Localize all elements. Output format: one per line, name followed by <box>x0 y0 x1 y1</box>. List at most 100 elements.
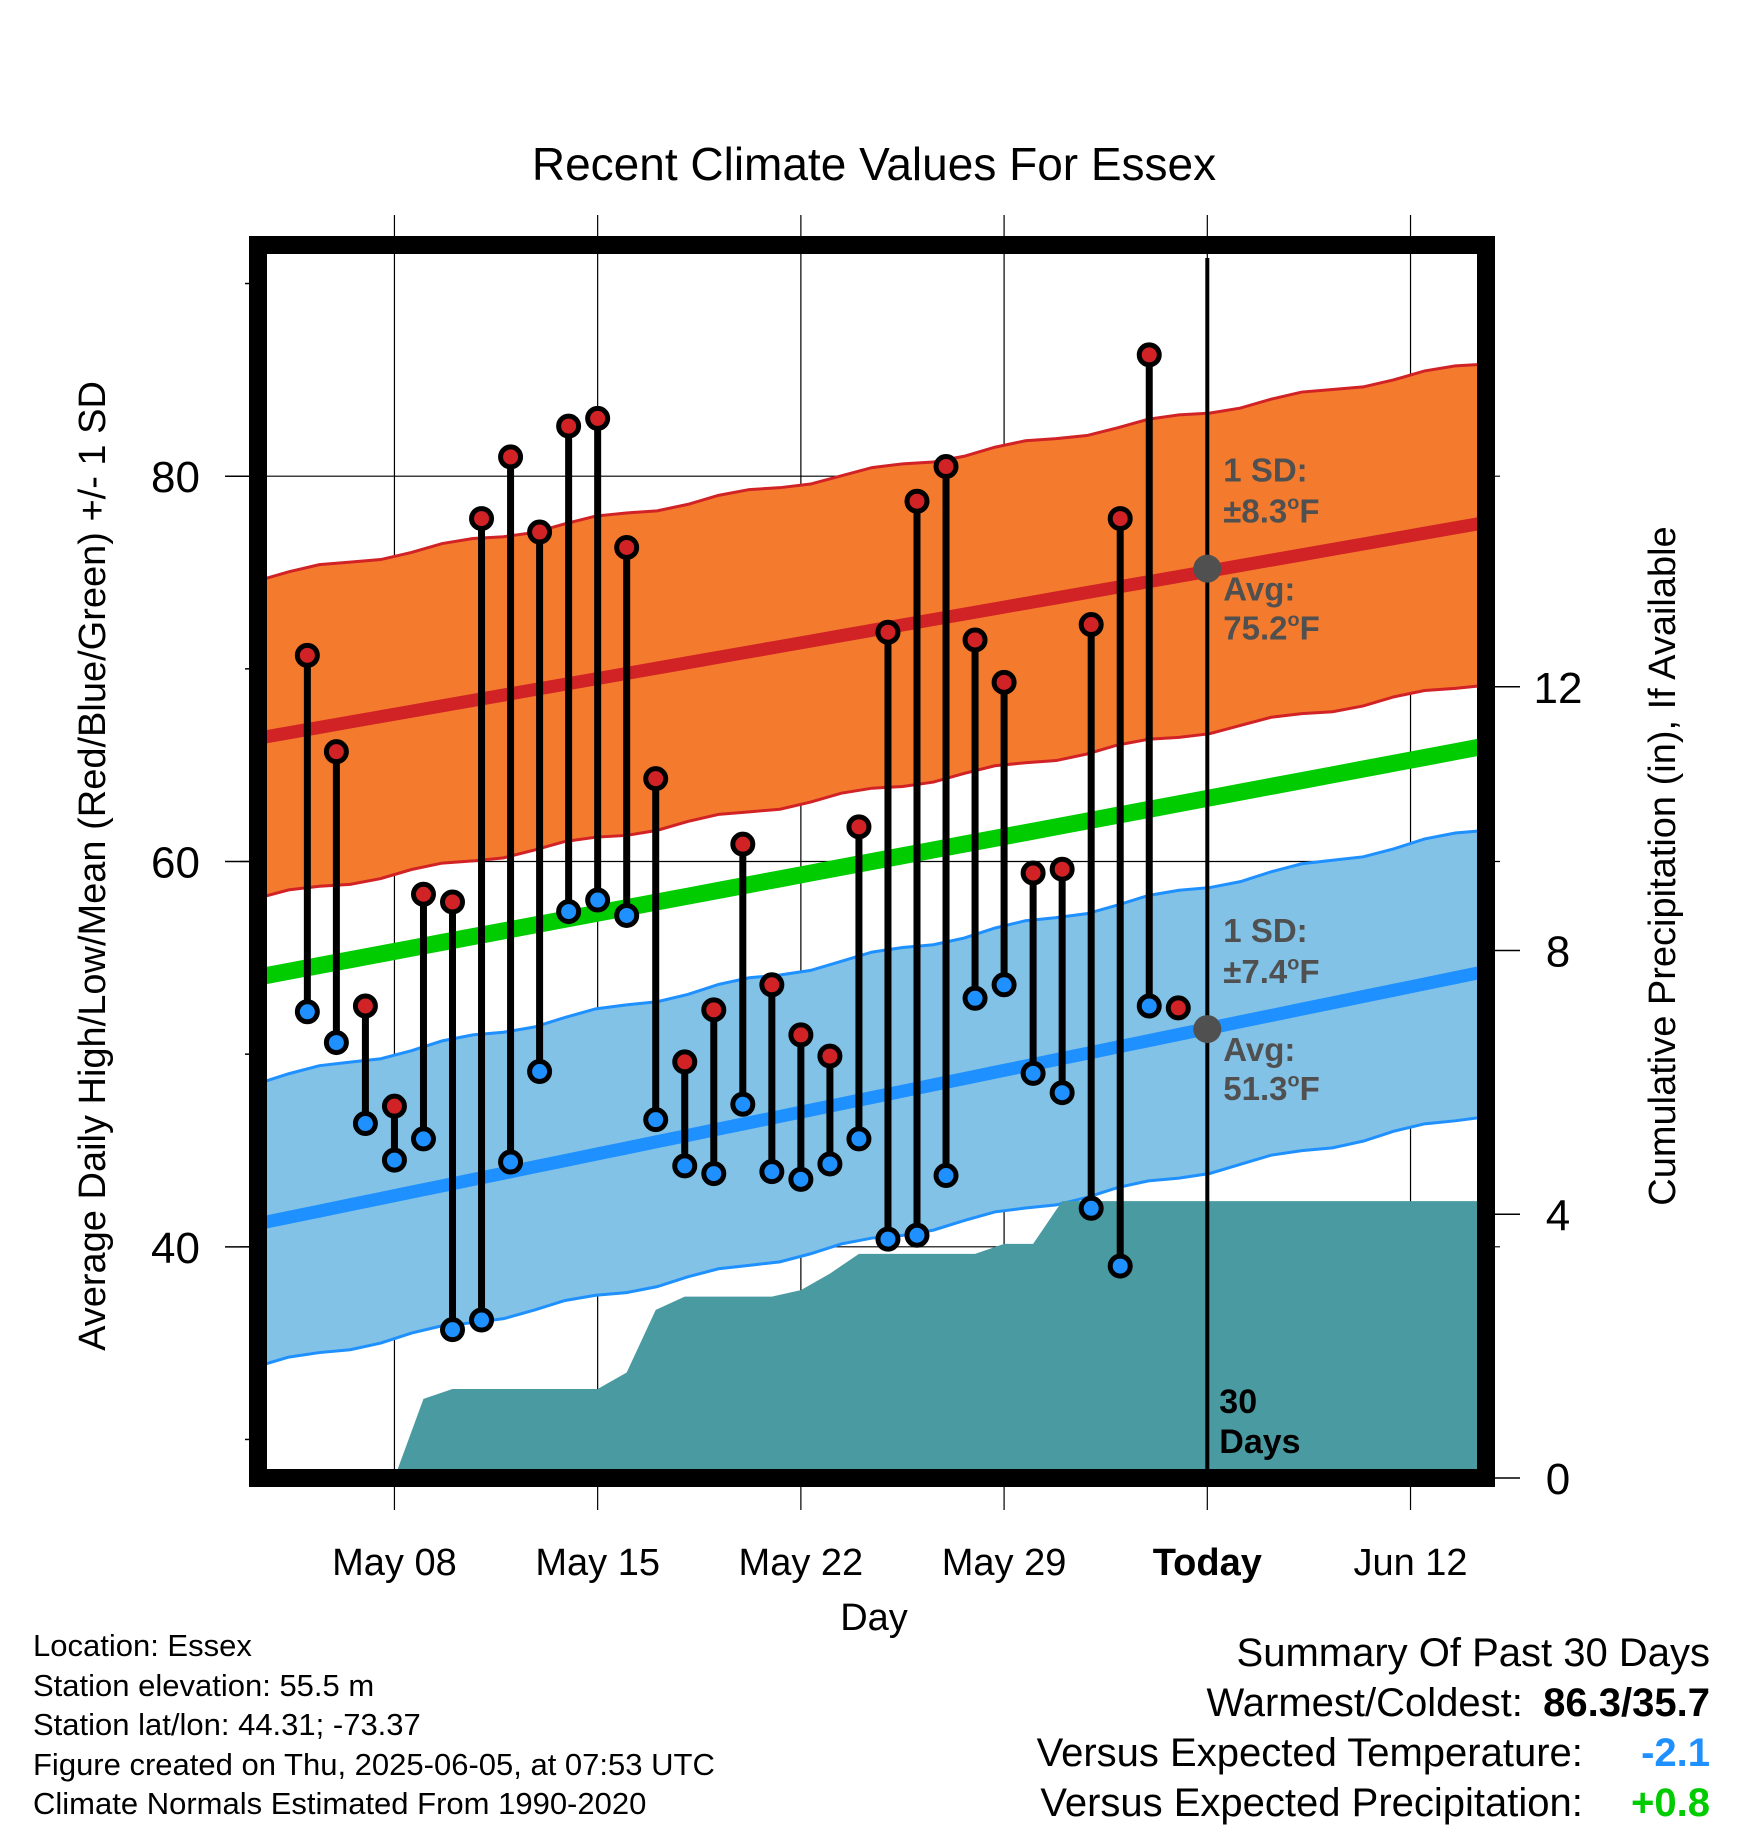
daily-low-dot <box>527 1058 553 1084</box>
daily-low-dot <box>323 1030 349 1056</box>
warm-cold-label: Warmest/Coldest: <box>1206 1681 1523 1725</box>
daily-high-dot <box>585 405 611 431</box>
daily-high-dot <box>556 413 582 439</box>
daily-low-dot <box>701 1161 727 1187</box>
daily-high-dot <box>817 1043 843 1069</box>
summary-warm-cold: Warmest/Coldest: 86.3/35.7 <box>1037 1678 1711 1728</box>
info-created: Figure created on Thu, 2025-06-05, at 07… <box>33 1746 715 1782</box>
warm-cold-value: 86.3/35.7 <box>1543 1681 1710 1725</box>
daily-high-dot <box>846 814 872 840</box>
daily-low-dot <box>1136 993 1162 1019</box>
daily-high-dot <box>1078 612 1104 638</box>
x-tick-label: Today <box>1153 1542 1262 1584</box>
precip-anomaly-value: +0.8 <box>1631 1781 1710 1825</box>
daily-low-dot <box>469 1307 495 1333</box>
high-sd-value: ±8.3oF <box>1223 492 1319 530</box>
daily-low-dot <box>352 1111 378 1137</box>
low-sd-upper <box>257 828 1487 1085</box>
info-elevation: Station elevation: 55.5 m <box>33 1667 375 1703</box>
today-window-count: 30 <box>1219 1383 1257 1421</box>
high-sd-lower <box>257 683 1487 900</box>
daily-high-dot <box>469 506 495 532</box>
daily-low-dot <box>1107 1253 1133 1279</box>
daily-low-dot <box>962 985 988 1011</box>
daily-low-dot <box>759 1159 785 1185</box>
avg-low-line <box>256 964 1488 1231</box>
daily-high-dot <box>381 1093 407 1119</box>
daily-high-dot <box>672 1049 698 1075</box>
today-avg-low-dot <box>1193 1015 1222 1044</box>
low-sd-value: ±7.4oF <box>1223 952 1319 990</box>
x-tick-label: Jun 12 <box>1353 1542 1467 1584</box>
low-avg-label: Avg: <box>1223 1031 1295 1068</box>
high-sd-upper <box>257 362 1487 583</box>
today-window-unit: Days <box>1219 1423 1300 1461</box>
daily-high-dot <box>730 831 756 857</box>
daily-low-dot <box>381 1147 407 1173</box>
daily-low-dot <box>788 1166 814 1192</box>
precip-area <box>258 1201 1486 1478</box>
info-normals: Climate Normals Estimated From 1990-2020 <box>33 1786 647 1821</box>
daily-low-dot <box>1078 1195 1104 1221</box>
info-latlon: Station lat/lon: 44.31; -73.37 <box>33 1707 421 1742</box>
daily-low-dot <box>556 899 582 925</box>
daily-low-dot <box>498 1149 524 1175</box>
daily-high-dot <box>788 1022 814 1048</box>
daily-low-dot <box>875 1226 901 1252</box>
low-avg-value: 51.3oF <box>1223 1069 1320 1107</box>
temp-anomaly-label: Versus Expected Temperature: <box>1036 1731 1583 1775</box>
daily-high-dot <box>1049 856 1075 882</box>
info-location: Location: Essex <box>33 1628 252 1663</box>
daily-low-dot <box>817 1151 843 1177</box>
y-axis-label-left: Average Daily High/Low/Mean (Red/Blue/Gr… <box>72 381 114 1351</box>
y-tick-label-right: 8 <box>1546 928 1570 977</box>
chart-title: Recent Climate Values For Essex <box>532 138 1216 190</box>
y-tick-label-right: 12 <box>1534 664 1583 713</box>
daily-low-dot <box>585 887 611 913</box>
daily-high-dot <box>440 889 466 915</box>
daily-high-dot <box>759 972 785 998</box>
y-tick-label-left: 40 <box>151 1224 200 1273</box>
y-axis-label-right: Cumulative Precipitation (in), If Availa… <box>1642 526 1684 1205</box>
daily-low-dot <box>991 972 1017 998</box>
daily-high-dot <box>991 669 1017 695</box>
daily-low-dot <box>933 1163 959 1189</box>
avg-high-line <box>256 516 1488 745</box>
low-sd-label: 1 SD: <box>1223 912 1307 949</box>
avg-mean-line <box>256 737 1488 986</box>
y-tick-label-left: 60 <box>151 839 200 888</box>
daily-low-dot <box>904 1222 930 1248</box>
precip-anomaly-label: Versus Expected Precipitation: <box>1040 1781 1583 1825</box>
summary-temp: Versus Expected Temperature: -2.1 <box>1037 1728 1710 1778</box>
daily-high-dot <box>410 881 436 907</box>
summary-panel: Summary Of Past 30 Days Warmest/Coldest:… <box>1037 1628 1710 1828</box>
daily-low-dot <box>410 1126 436 1152</box>
daily-high-dot <box>1107 506 1133 532</box>
daily-high-dot <box>1136 342 1162 368</box>
daily-low-dot <box>672 1153 698 1179</box>
daily-low-dot <box>1020 1060 1046 1086</box>
y-tick-label-right: 4 <box>1546 1191 1570 1240</box>
y-tick-label-right: 0 <box>1546 1455 1570 1504</box>
daily-high-dot <box>614 534 640 560</box>
daily-high-dot <box>1020 860 1046 886</box>
daily-low-dot <box>730 1091 756 1117</box>
daily-low-dot <box>846 1126 872 1152</box>
station-info: Location: Essex Station elevation: 55.5 … <box>33 1626 715 1824</box>
high-sd-label: 1 SD: <box>1223 452 1307 489</box>
daily-high-dot <box>527 519 553 545</box>
summary-precip: Versus Expected Precipitation: +0.8 <box>1037 1778 1710 1828</box>
daily-low-dot <box>440 1317 466 1343</box>
x-tick-label: May 22 <box>739 1542 864 1584</box>
y-tick-label-left: 80 <box>151 453 200 502</box>
daily-high-dot <box>294 642 320 668</box>
daily-high-dot <box>1165 995 1191 1021</box>
daily-high-dot <box>962 627 988 653</box>
daily-high-dot <box>352 993 378 1019</box>
x-axis-label: Day <box>840 1597 908 1639</box>
daily-high-dot <box>933 454 959 480</box>
daily-high-dot <box>904 488 930 514</box>
x-tick-label: May 29 <box>942 1542 1067 1584</box>
